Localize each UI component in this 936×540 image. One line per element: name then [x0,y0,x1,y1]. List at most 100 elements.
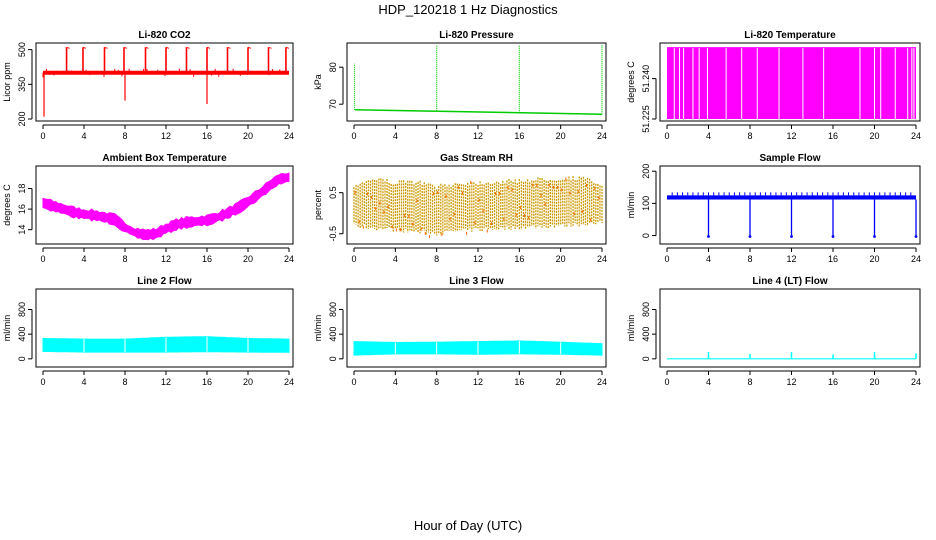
y-axis-label: degrees C [626,61,636,103]
y-tick-label: 0 [17,356,27,361]
chart-co2: Li-820 CO2 Licor ppm 0 4 8 12 16 20 24 200 350 500 [2,30,294,141]
x-tick-label: 0 [664,254,669,264]
x-tick-label: 0 [40,377,45,387]
x-tick-label: 4 [81,377,86,387]
x-tick-label: 12 [161,377,171,387]
chart-title: Line 2 Flow [137,276,192,287]
x-tick-label: 4 [706,377,711,387]
chart-marks [667,192,918,238]
x-tick-label: 12 [786,254,796,264]
chart-marks [353,176,603,239]
y-tick-label: 400 [328,327,338,342]
chart-rh: Gas Stream RH percent 0 4 8 12 16 20 24 -0.5 0.5 [313,153,607,264]
x-tick-label: 16 [514,377,524,387]
y-axis-label: ml/min [313,315,323,342]
chart-marks [42,46,290,117]
y-tick-label: 0 [641,356,651,361]
y-axis-label: percent [313,189,323,220]
y-tick-label: 400 [641,327,651,342]
sample-dip-point [707,235,710,238]
x-tick-label: 24 [284,254,294,264]
y-axis: 0 100 200 [641,164,657,238]
x-tick-label: 0 [40,254,45,264]
x-tick-label: 8 [122,131,127,141]
plot-frame [35,42,294,122]
y-axis: 51.225 51.240 [641,65,657,133]
co2-spike-cap [66,46,70,49]
x-tick-label: 20 [869,131,879,141]
plot-frame [346,42,607,122]
x-tick-label: 0 [351,131,356,141]
x-tick-label: 20 [243,254,253,264]
co2-spike-cap [268,46,272,49]
plot-frame [346,288,607,368]
x-tick-label: 0 [351,377,356,387]
sample-band [667,195,916,200]
y-axis-label: ml/min [626,315,636,342]
x-axis: 0 4 8 12 16 20 24 [40,124,294,141]
x-axis: 0 4 8 12 16 20 24 [40,247,294,264]
chart-title: Li-820 Pressure [439,30,514,41]
x-tick-label: 8 [434,377,439,387]
co2-spike-cap [247,46,252,49]
co2-spike-cap [285,46,290,49]
y-axis: 70 80 [328,62,344,109]
y-tick-label: 0 [641,233,651,238]
y-axis: 0 400 800 [17,302,33,361]
x-tick-label: 12 [161,131,171,141]
x-tick-label: 16 [202,377,212,387]
x-tick-label: 0 [664,377,669,387]
y-tick-label: 0 [328,356,338,361]
x-axis: 0 4 8 12 16 20 24 [351,370,607,387]
y-tick-label: 51.225 [641,105,651,133]
x-tick-label: 12 [786,131,796,141]
chart-marks [667,47,916,120]
y-axis: 200 350 500 [17,42,33,127]
chart-temperature: Li-820 Temperature degrees C 0 4 8 12 16 20 24 51… [626,30,921,141]
y-axis-label: kPa [313,74,323,90]
chart-title: Ambient Box Temperature [102,153,227,164]
y-tick-label: 800 [17,302,27,317]
chart-marks [42,172,290,241]
x-tick-label: 4 [706,131,711,141]
x-tick-label: 8 [747,131,752,141]
x-tick-label: 4 [393,131,398,141]
x-tick-label: 20 [243,131,253,141]
x-tick-label: 16 [514,254,524,264]
y-tick-label: 100 [641,196,651,211]
x-tick-label: 24 [284,377,294,387]
chart-marks [42,336,290,353]
x-tick-label: 0 [351,254,356,264]
chart-marks [353,45,603,115]
y-tick-label: 500 [17,42,27,57]
y-tick-label: 400 [17,327,27,342]
figure-xlabel: Hour of Day (UTC) [413,518,523,533]
x-tick-label: 20 [869,254,879,264]
y-tick-label: 14 [17,225,27,235]
chart-sample: Sample Flow ml/min 0 4 8 12 16 20 24 0 100 200 [626,153,921,264]
x-tick-label: 16 [828,254,838,264]
x-tick-label: 8 [122,254,127,264]
ambient-band [42,172,290,241]
sample-dip-point [748,235,752,238]
y-tick-label: 70 [328,99,338,109]
chart-title: Li-820 Temperature [744,30,836,41]
x-tick-label: 12 [161,254,171,264]
x-tick-label: 24 [284,131,294,141]
y-axis-label: ml/min [2,315,12,342]
x-tick-label: 8 [747,377,752,387]
x-tick-label: 0 [40,131,45,141]
y-axis-label: ml/min [626,192,636,219]
x-tick-label: 8 [434,131,439,141]
x-tick-label: 20 [556,377,566,387]
co2-spike-cap [123,46,128,49]
x-tick-label: 20 [556,131,566,141]
y-tick-label: -0.5 [328,226,338,242]
chart-title: Line 3 Flow [449,276,504,287]
x-tick-label: 16 [202,254,212,264]
y-tick-label: 80 [328,62,338,72]
y-tick-label: 200 [641,164,651,179]
chart-title: Gas Stream RH [440,153,513,164]
y-axis-label: degrees C [2,184,12,226]
